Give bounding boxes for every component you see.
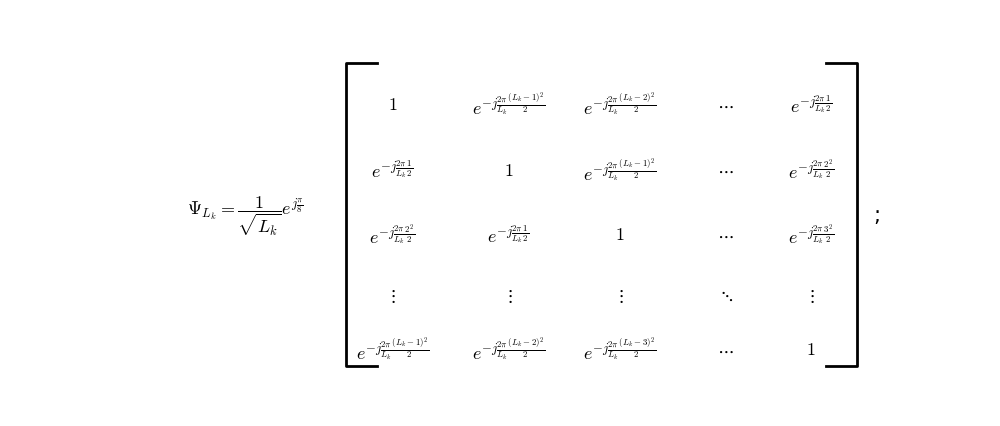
Text: $\mathbf{\Psi}_{L_k} = \dfrac{1}{\sqrt{L_k}} e^{j\frac{\pi}{8}}$: $\mathbf{\Psi}_{L_k} = \dfrac{1}{\sqrt{L…: [187, 193, 303, 237]
Text: $e^{-j\frac{2\pi}{L_k}\frac{2^2}{2}}$: $e^{-j\frac{2\pi}{L_k}\frac{2^2}{2}}$: [788, 158, 834, 183]
Text: $1$: $1$: [504, 162, 513, 180]
Text: $\vdots$: $\vdots$: [807, 287, 815, 305]
Text: $\vdots$: $\vdots$: [505, 287, 512, 305]
Text: $e^{-j\frac{2\pi}{L_k}\frac{(L_k-1)^2}{2}}$: $e^{-j\frac{2\pi}{L_k}\frac{(L_k-1)^2}{2…: [472, 92, 545, 119]
Text: $\cdots$: $\cdots$: [717, 226, 734, 244]
Text: $\cdots$: $\cdots$: [717, 96, 734, 114]
Text: $\vdots$: $\vdots$: [616, 287, 623, 305]
Text: ;: ;: [873, 205, 880, 225]
Text: $\ddots$: $\ddots$: [718, 287, 733, 305]
Text: $e^{-j\frac{2\pi}{L_k}\frac{(L_k-1)^2}{2}}$: $e^{-j\frac{2\pi}{L_k}\frac{(L_k-1)^2}{2…: [356, 336, 429, 363]
Text: $\cdots$: $\cdots$: [717, 162, 734, 180]
Text: $e^{-j\frac{2\pi}{L_k}\frac{1}{2}}$: $e^{-j\frac{2\pi}{L_k}\frac{1}{2}}$: [790, 94, 832, 116]
Text: $1$: $1$: [388, 96, 397, 114]
Text: $\cdots$: $\cdots$: [717, 341, 734, 359]
Text: $e^{-j\frac{2\pi}{L_k}\frac{2^2}{2}}$: $e^{-j\frac{2\pi}{L_k}\frac{2^2}{2}}$: [369, 222, 416, 247]
Text: $e^{-j\frac{2\pi}{L_k}\frac{1}{2}}$: $e^{-j\frac{2\pi}{L_k}\frac{1}{2}}$: [371, 160, 414, 182]
Text: $e^{-j\frac{2\pi}{L_k}\frac{3^2}{2}}$: $e^{-j\frac{2\pi}{L_k}\frac{3^2}{2}}$: [788, 222, 834, 247]
Text: $1$: $1$: [615, 226, 624, 244]
Text: $1$: $1$: [806, 341, 816, 359]
Text: $\vdots$: $\vdots$: [388, 287, 396, 305]
Text: $e^{-j\frac{2\pi}{L_k}\frac{(L_k-2)^2}{2}}$: $e^{-j\frac{2\pi}{L_k}\frac{(L_k-2)^2}{2…: [583, 92, 656, 119]
Text: $e^{-j\frac{2\pi}{L_k}\frac{1}{2}}$: $e^{-j\frac{2\pi}{L_k}\frac{1}{2}}$: [487, 224, 530, 246]
Text: $e^{-j\frac{2\pi}{L_k}\frac{(L_k-1)^2}{2}}$: $e^{-j\frac{2\pi}{L_k}\frac{(L_k-1)^2}{2…: [583, 157, 656, 184]
Text: $e^{-j\frac{2\pi}{L_k}\frac{(L_k-2)^2}{2}}$: $e^{-j\frac{2\pi}{L_k}\frac{(L_k-2)^2}{2…: [472, 336, 545, 363]
Text: $e^{-j\frac{2\pi}{L_k}\frac{(L_k-3)^2}{2}}$: $e^{-j\frac{2\pi}{L_k}\frac{(L_k-3)^2}{2…: [583, 336, 656, 363]
